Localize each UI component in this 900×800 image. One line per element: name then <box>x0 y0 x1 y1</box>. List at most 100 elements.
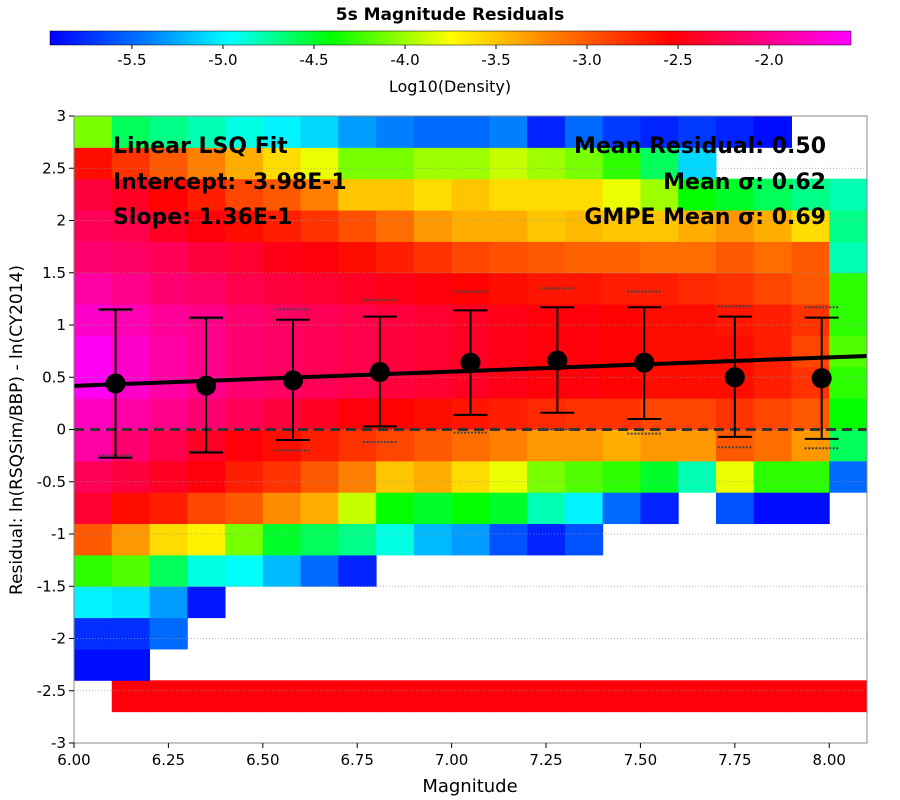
heatmap-cell <box>376 680 415 713</box>
heatmap-cell <box>225 116 264 148</box>
y-tick-label: 2 <box>56 212 66 230</box>
heatmap-cell <box>74 648 113 681</box>
heatmap-cell <box>74 523 113 556</box>
heatmap-cell <box>564 304 604 336</box>
heatmap-cell <box>489 492 528 525</box>
heatmap-cell <box>262 554 302 587</box>
heatmap-cell <box>791 178 830 211</box>
heatmap-cell <box>338 304 377 336</box>
heatmap-cell <box>338 460 377 493</box>
heatmap-cell <box>149 147 188 180</box>
heatmap-cell <box>111 523 151 556</box>
heatmap-cell <box>111 210 151 242</box>
heatmap-cell <box>678 460 717 493</box>
x-axis-label: Magnitude <box>422 776 517 797</box>
heatmap-cell <box>640 429 679 462</box>
colorbar-tick-label: -4.5 <box>299 51 328 69</box>
heatmap-cell <box>413 116 453 148</box>
heatmap-cell <box>564 210 604 242</box>
colorbar-label: Log10(Density) <box>389 77 511 96</box>
y-tick-label: -1 <box>51 525 66 543</box>
heatmap-cell <box>829 335 868 368</box>
heatmap-cell <box>527 178 566 211</box>
heatmap-cell <box>187 554 226 587</box>
heatmap-cell <box>451 178 490 211</box>
heatmap-cell <box>111 272 151 305</box>
heatmap-cell <box>489 523 528 556</box>
heatmap-cell <box>111 335 151 368</box>
heatmap-cell <box>489 304 528 336</box>
heatmap-cell <box>602 116 641 148</box>
heatmap-cell <box>338 147 377 180</box>
heatmap-cell <box>413 147 453 180</box>
heatmap-cell <box>300 554 339 587</box>
heatmap-cell <box>602 241 641 274</box>
heatmap-cell <box>791 460 830 493</box>
heatmap-cell <box>376 210 415 242</box>
heatmap-cell <box>338 210 377 242</box>
heatmap-cell <box>111 648 151 681</box>
heatmap-cell <box>413 492 453 525</box>
heatmap-cell <box>300 366 339 399</box>
heatmap-cell <box>149 554 188 587</box>
heatmap-cell <box>376 147 415 180</box>
heatmap-cell <box>678 680 717 713</box>
heatmap-cell <box>489 272 528 305</box>
mean-marker <box>634 352 655 373</box>
heatmap-cell <box>527 680 566 713</box>
colorbar <box>49 30 852 46</box>
heatmap-cell <box>527 429 566 462</box>
annotation-left: Slope: 1.36E-1 <box>113 205 292 230</box>
heatmap-cell <box>527 366 566 399</box>
heatmap-cell <box>678 178 717 211</box>
heatmap-cell <box>225 304 264 336</box>
heatmap-cell <box>413 178 453 211</box>
x-tick-label: 7.50 <box>624 751 657 769</box>
y-tick-label: 0 <box>56 421 66 439</box>
heatmap-cell <box>111 241 151 274</box>
heatmap-cell <box>678 116 717 148</box>
heatmap-cell <box>791 210 830 242</box>
heatmap-cell <box>225 523 264 556</box>
heatmap-cell <box>262 429 302 462</box>
heatmap-cell <box>451 210 490 242</box>
heatmap-cell <box>149 492 188 525</box>
heatmap-cell <box>489 147 528 180</box>
heatmap-cell <box>715 680 755 713</box>
heatmap-cell <box>715 241 755 274</box>
heatmap-cell <box>753 680 792 713</box>
heatmap-cell <box>262 523 302 556</box>
heatmap-cell <box>376 492 415 525</box>
heatmap-cell <box>829 398 868 430</box>
heatmap-cell <box>149 241 188 274</box>
heatmap-cell <box>715 178 755 211</box>
heatmap-cell <box>149 178 188 211</box>
heatmap-cell <box>300 398 339 430</box>
heatmap-cell <box>829 241 868 274</box>
heatmap-cell <box>300 241 339 274</box>
heatmap-cell <box>451 429 490 462</box>
heatmap-cell <box>564 272 604 305</box>
heatmap-cell <box>74 492 113 525</box>
x-axis-ticks: 6.00 6.25 6.50 6.75 7.00 7.25 7.50 7.75 8.00 <box>57 743 846 769</box>
heatmap-cell <box>413 241 453 274</box>
heatmap-cell <box>640 492 679 525</box>
heatmap-cell <box>111 178 151 211</box>
heatmap-cell <box>527 304 566 336</box>
heatmap-cell <box>74 241 113 274</box>
heatmap-cell <box>74 272 113 305</box>
heatmap-cell <box>225 554 264 587</box>
heatmap-cell <box>602 680 641 713</box>
heatmap-cell <box>564 523 604 556</box>
x-tick-label: 7.00 <box>435 751 468 769</box>
heatmap-cell <box>527 147 566 180</box>
heatmap-cell <box>225 680 264 713</box>
heatmap-cell <box>489 178 528 211</box>
heatmap-cell <box>300 523 339 556</box>
heatmap-cell <box>829 680 868 713</box>
heatmap-cell <box>753 366 792 399</box>
heatmap-cell <box>338 523 377 556</box>
heatmap-cell <box>489 241 528 274</box>
heatmap-cell <box>187 116 226 148</box>
